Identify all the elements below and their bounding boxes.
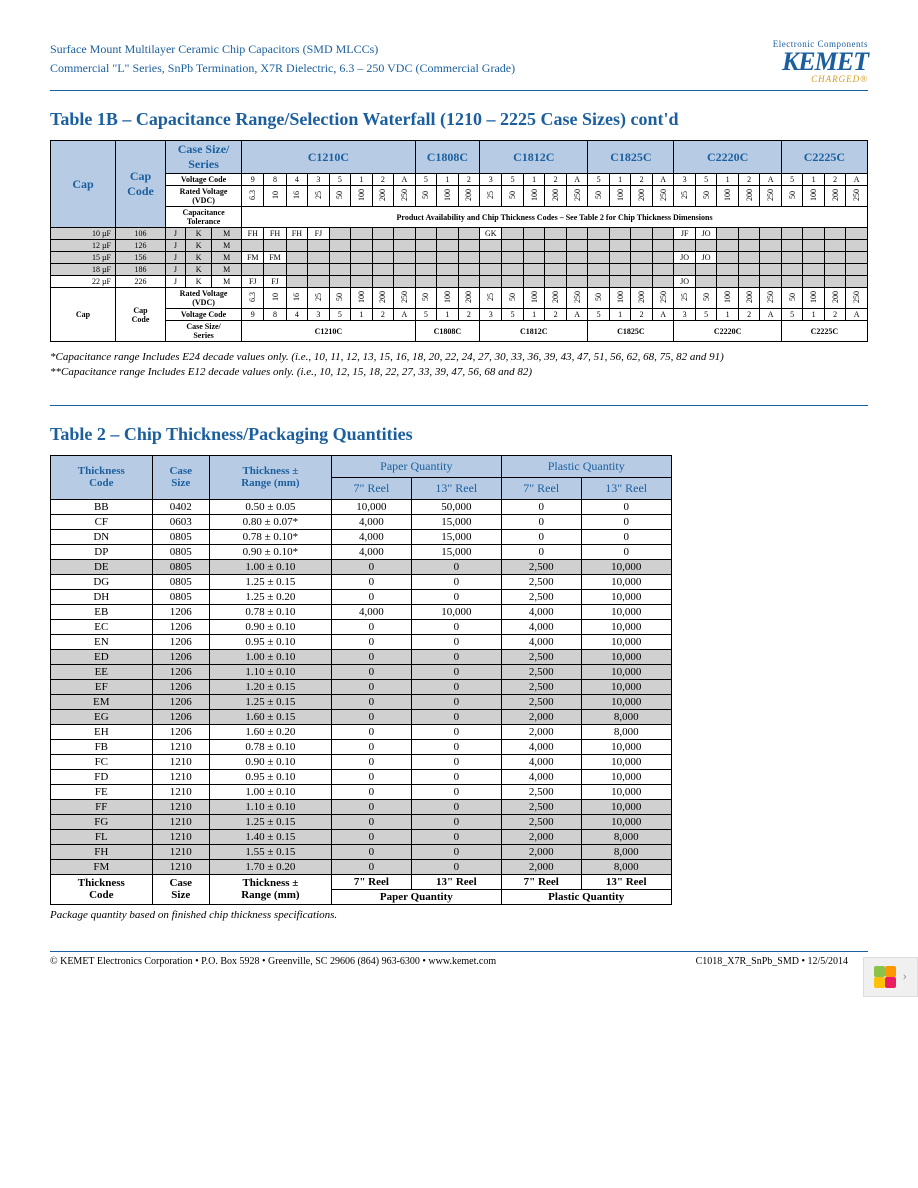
footer-right: C1018_X7R_SnPb_SMD • 12/5/2014 [696, 956, 848, 967]
header-line2: Commercial "L" Series, SnPb Termination,… [50, 59, 515, 78]
table-2: ThicknessCodeCaseSizeThickness ±Range (m… [50, 455, 672, 905]
logo-subtext: CHARGED® [773, 75, 868, 84]
footnote-2: **Capacitance range Includes E12 decade … [50, 365, 868, 380]
table2-footnote: Package quantity based on finished chip … [50, 909, 868, 921]
floating-widget[interactable]: › [863, 957, 918, 997]
table1b-footnotes: *Capacitance range Includes E24 decade v… [50, 350, 868, 381]
page-header: Surface Mount Multilayer Ceramic Chip Ca… [50, 40, 868, 91]
table1b-title: Table 1B – Capacitance Range/Selection W… [50, 109, 868, 130]
table2-title: Table 2 – Chip Thickness/Packaging Quant… [50, 424, 868, 445]
logo-text: KEMET [773, 49, 868, 75]
page-footer: © KEMET Electronics Corporation • P.O. B… [50, 951, 868, 967]
footnote-1: *Capacitance range Includes E24 decade v… [50, 350, 868, 365]
footer-left: © KEMET Electronics Corporation • P.O. B… [50, 956, 496, 967]
chevron-right-icon[interactable]: › [902, 969, 907, 985]
flower-icon [874, 966, 896, 988]
section-divider [50, 405, 868, 406]
header-line1: Surface Mount Multilayer Ceramic Chip Ca… [50, 40, 515, 59]
table-1b: CapCap CodeCase Size/SeriesC1210CC1808CC… [50, 140, 868, 342]
header-text: Surface Mount Multilayer Ceramic Chip Ca… [50, 40, 515, 78]
kemet-logo: Electronic Components KEMET CHARGED® [773, 40, 868, 84]
